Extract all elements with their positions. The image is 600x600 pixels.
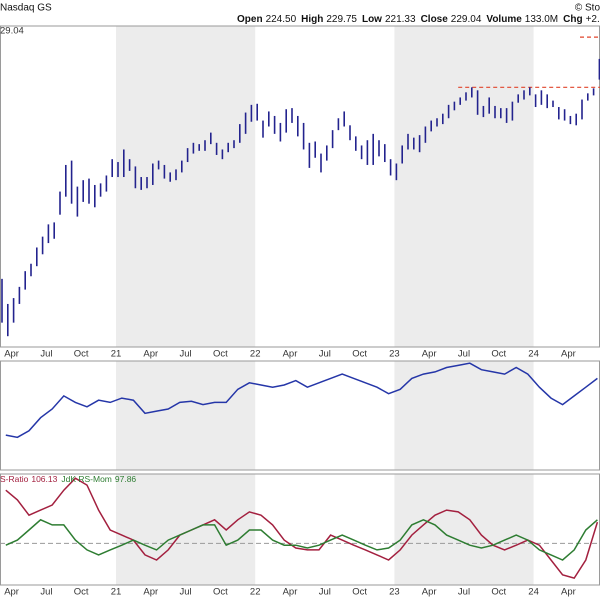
- x-tick-label: Apr: [422, 587, 437, 598]
- x-tick-label: 21: [111, 587, 122, 598]
- x-tick-label: Oct: [74, 587, 89, 598]
- year-shade: [116, 474, 256, 585]
- x-tick-label: Jul: [458, 587, 470, 598]
- x-tick-label: Oct: [74, 349, 89, 360]
- quote-label: Low: [362, 14, 382, 25]
- quote-label: Chg: [563, 14, 582, 25]
- x-tick-label: Oct: [352, 587, 367, 598]
- series-line: [5, 518, 598, 561]
- x-tick-label: 22: [250, 349, 261, 360]
- legend-name: JdK RS-Mom: [61, 474, 112, 484]
- x-tick-label: 24: [528, 587, 539, 598]
- legend-name: S-Ratio: [0, 474, 29, 484]
- price-label: 29.04: [0, 26, 24, 37]
- x-tick-label: Apr: [283, 587, 298, 598]
- x-tick-label: Oct: [491, 349, 506, 360]
- legend: S-Ratio 106.13 JdK RS-Mom 97.86: [0, 474, 136, 484]
- year-shade: [394, 361, 534, 470]
- x-tick-label: Jul: [319, 587, 331, 598]
- x-tick-label: Apr: [561, 587, 576, 598]
- x-tick-label: Jul: [458, 349, 470, 360]
- x-tick-label: Apr: [283, 349, 298, 360]
- x-tick-label: Apr: [4, 587, 19, 598]
- x-tick-label: 23: [389, 349, 400, 360]
- quote-value: +2.: [586, 14, 600, 25]
- x-tick-label: Jul: [180, 587, 192, 598]
- quote-line: Open 224.50 High 229.75 Low 221.33 Close 229.04…: [237, 14, 600, 25]
- x-tick-label: 22: [250, 587, 261, 598]
- quote-value: 133.0M: [525, 14, 558, 25]
- x-tick-label: 24: [528, 349, 539, 360]
- quote-value: 224.50: [266, 14, 297, 25]
- legend-value: 106.13: [31, 474, 57, 484]
- x-tick-label: Apr: [4, 349, 19, 360]
- x-tick-label: Apr: [143, 587, 158, 598]
- quote-label: High: [301, 14, 323, 25]
- copyright: © Sto: [575, 3, 600, 14]
- exchange: Nasdaq GS: [0, 3, 52, 14]
- quote-label: Close: [421, 14, 449, 25]
- x-tick-label: Oct: [213, 587, 228, 598]
- quote-label: Open: [237, 14, 263, 25]
- series-line: [5, 362, 598, 439]
- x-tick-label: Apr: [561, 349, 576, 360]
- legend-value: 97.86: [115, 474, 137, 484]
- series-line: [5, 477, 599, 579]
- x-tick-label: Jul: [180, 349, 192, 360]
- x-tick-label: Apr: [143, 349, 158, 360]
- year-shade: [116, 361, 256, 470]
- quote-label: Volume: [486, 14, 522, 25]
- quote-value: 229.04: [451, 14, 482, 25]
- x-tick-label: Oct: [491, 587, 506, 598]
- year-shade: [394, 26, 534, 347]
- year-shade: [116, 26, 256, 347]
- x-tick-label: Jul: [40, 349, 52, 360]
- quote-value: 229.75: [326, 14, 357, 25]
- x-tick-label: Oct: [213, 349, 228, 360]
- x-tick-label: Jul: [319, 349, 331, 360]
- x-tick-label: Apr: [422, 349, 437, 360]
- x-tick-label: Jul: [40, 587, 52, 598]
- x-tick-label: 21: [111, 349, 122, 360]
- x-tick-label: Oct: [352, 349, 367, 360]
- x-tick-label: 23: [389, 587, 400, 598]
- year-shade: [394, 474, 534, 585]
- quote-value: 221.33: [385, 14, 416, 25]
